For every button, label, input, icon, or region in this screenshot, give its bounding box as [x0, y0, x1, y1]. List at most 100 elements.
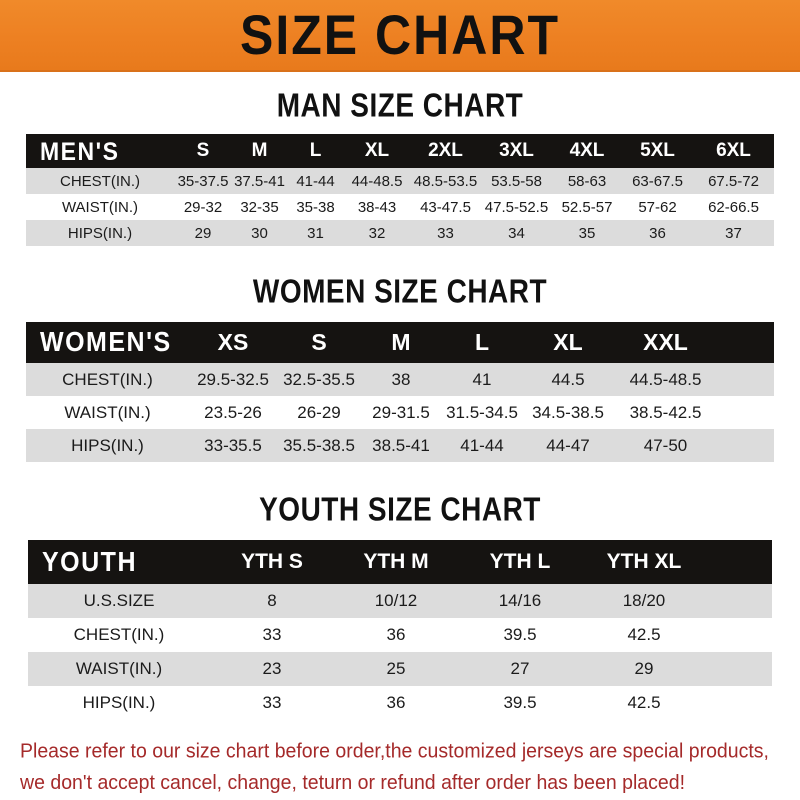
- women-col-s: S: [311, 329, 327, 355]
- table-cell: 29-32: [183, 198, 223, 216]
- table-cell: 32-35: [240, 198, 279, 216]
- table-cell: 35: [578, 224, 596, 242]
- women-row-label-waist: WAIST(IN.): [64, 402, 151, 422]
- table-cell: 38.5-41: [372, 435, 430, 455]
- table-cell: [718, 363, 774, 396]
- men-col-s: S: [196, 140, 210, 161]
- table-cell: [718, 429, 774, 462]
- youth-col-l: YTH L: [489, 550, 551, 573]
- men-col-3xl: 3XL: [499, 140, 534, 161]
- note-line-2: we don't accept cancel, change, teturn o…: [20, 770, 685, 795]
- table-cell: 47-50: [643, 435, 688, 455]
- men-col-m: M: [251, 140, 268, 161]
- table-cell: 39.5: [503, 693, 537, 712]
- table-cell: 47.5-52.5: [484, 198, 549, 216]
- section-title-youth: YOUTH SIZE CHART: [259, 491, 541, 528]
- table-cell: [706, 584, 772, 618]
- table-cell: 42.5: [627, 625, 661, 644]
- table-cell: 37.5-41: [234, 172, 285, 190]
- table-cell: [706, 618, 772, 652]
- table-cell: 35-38: [296, 198, 335, 216]
- women-col-l: L: [474, 329, 490, 355]
- table-cell: 38.5-42.5: [629, 402, 702, 422]
- women-col-m: M: [391, 329, 411, 355]
- men-col-l: L: [309, 140, 322, 161]
- table-cell: 58-63: [567, 172, 607, 190]
- men-row-label-hips: HIPS(IN.): [67, 224, 133, 242]
- table-row: HIPS(IN.) 33 36 39.5 42.5: [28, 686, 772, 720]
- table-cell: [706, 652, 772, 686]
- table-cell: 29-31.5: [372, 402, 430, 422]
- men-col-xl: XL: [364, 140, 390, 161]
- youth-row-label-hips: HIPS(IN.): [82, 693, 156, 712]
- youth-row-label-ussize: U.S.SIZE: [83, 591, 155, 610]
- table-cell: 29: [634, 659, 654, 678]
- table-cell: 36: [386, 693, 406, 712]
- men-header-label: MEN'S: [40, 136, 120, 165]
- table-cell: 57-62: [638, 198, 677, 216]
- table-cell: 18/20: [622, 591, 666, 610]
- table-row: CHEST(IN.) 35-37.5 37.5-41 41-44 44-48.5…: [26, 168, 774, 194]
- table-cell: 27: [510, 659, 530, 678]
- table-cell: 31: [307, 224, 324, 242]
- youth-size-table: YOUTH YTH S YTH M YTH L YTH XL U.S.SIZE …: [28, 540, 772, 720]
- table-row: HIPS(IN.) 29 30 31 32 33 34 35 36 37: [26, 220, 774, 246]
- table-cell: 33-35.5: [204, 435, 262, 455]
- table-cell: 30: [251, 224, 268, 242]
- table-cell: 44-47: [546, 435, 590, 455]
- table-cell: 48.5-53.5: [413, 172, 478, 190]
- table-row: CHEST(IN.) 33 36 39.5 42.5: [28, 618, 772, 652]
- page-title: SIZE CHART: [240, 3, 560, 67]
- table-cell: 67.5-72: [708, 172, 759, 190]
- table-cell: 14/16: [498, 591, 542, 610]
- table-cell: 29.5-32.5: [197, 369, 269, 389]
- table-cell: 41-44: [296, 172, 335, 190]
- table-cell: 25: [386, 659, 406, 678]
- table-cell: 32: [368, 224, 386, 242]
- table-cell: 36: [649, 224, 666, 242]
- table-cell: 23.5-26: [204, 402, 262, 422]
- table-cell: 29: [194, 224, 212, 242]
- youth-col-s: YTH S: [241, 550, 303, 573]
- table-cell: [706, 686, 772, 720]
- youth-row-label-chest: CHEST(IN.): [73, 625, 165, 644]
- table-cell: 53.5-58: [491, 172, 542, 190]
- table-cell: 37: [725, 224, 742, 242]
- table-cell: 8: [267, 591, 277, 610]
- men-col-6xl: 6XL: [716, 140, 751, 161]
- table-cell: 44.5-48.5: [629, 369, 702, 389]
- table-cell: 38: [391, 369, 411, 389]
- table-cell: 23: [262, 659, 282, 678]
- table-cell: 52.5-57: [561, 198, 613, 216]
- youth-col-xl: YTH XL: [606, 550, 682, 573]
- table-row: WAIST(IN.) 23.5-26 26-29 29-31.5 31.5-34…: [26, 396, 774, 429]
- youth-table-header-row: YOUTH YTH S YTH M YTH L YTH XL: [28, 540, 772, 584]
- table-row: U.S.SIZE 8 10/12 14/16 18/20: [28, 584, 772, 618]
- men-size-table: MEN'S S M L XL 2XL 3XL 4XL 5XL 6XL CHEST…: [26, 134, 774, 246]
- women-col-spacer: [718, 322, 774, 363]
- table-cell: 42.5: [627, 693, 661, 712]
- table-cell: 10/12: [374, 591, 418, 610]
- table-cell: 41: [472, 369, 492, 389]
- table-cell: 35-37.5: [177, 172, 229, 190]
- women-col-xs: XS: [217, 329, 249, 355]
- table-cell: 33: [437, 224, 454, 242]
- section-title-man: MAN SIZE CHART: [276, 87, 524, 124]
- men-col-4xl: 4XL: [569, 140, 605, 161]
- youth-row-label-waist: WAIST(IN.): [75, 659, 163, 678]
- women-size-table: WOMEN'S XS S M L XL XXL CHEST(IN.) 29.5-…: [26, 322, 774, 462]
- men-table-header-row: MEN'S S M L XL 2XL 3XL 4XL 5XL 6XL: [26, 134, 774, 168]
- women-col-xxl: XXL: [643, 329, 688, 355]
- table-cell: 41-44: [460, 435, 504, 455]
- table-cell: 38-43: [357, 198, 397, 216]
- table-cell: 63-67.5: [632, 172, 683, 190]
- men-col-2xl: 2XL: [428, 140, 463, 161]
- women-header-label: WOMEN'S: [40, 326, 172, 358]
- table-cell: 33: [262, 693, 282, 712]
- section-title-women: WOMEN SIZE CHART: [252, 273, 548, 310]
- table-row: WAIST(IN.) 29-32 32-35 35-38 38-43 43-47…: [26, 194, 774, 220]
- table-cell: 39.5: [503, 625, 537, 644]
- table-cell: 35.5-38.5: [283, 435, 355, 455]
- men-row-label-waist: WAIST(IN.): [61, 198, 139, 216]
- youth-header-label: YOUTH: [42, 546, 137, 577]
